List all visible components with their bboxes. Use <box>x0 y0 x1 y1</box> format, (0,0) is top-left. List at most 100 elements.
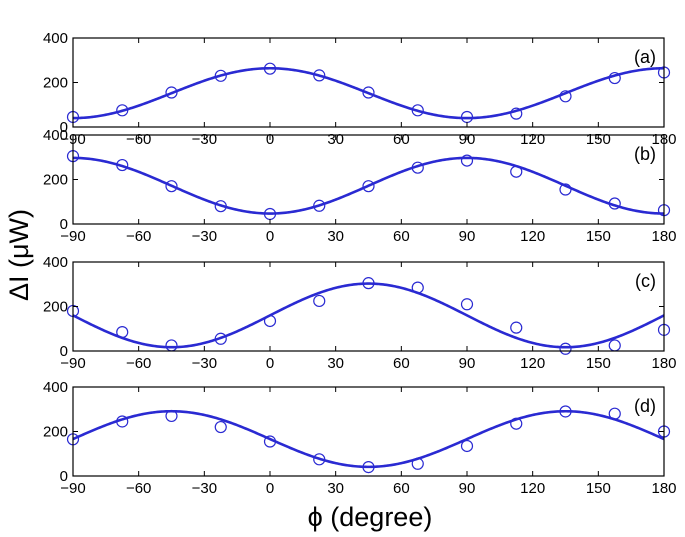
panels: −90 −60 −30 0 30 60 90 120 150 180 0 200 400 (a) −90 −6… <box>43 30 677 497</box>
plot-frame <box>72 261 665 352</box>
x-tick-label: 60 <box>393 228 410 245</box>
data-point <box>165 180 178 193</box>
y-tick-label: 0 <box>60 343 68 360</box>
x-tick-label: 30 <box>327 480 344 497</box>
data-point <box>559 405 572 418</box>
y-tick-label: 0 <box>60 216 68 233</box>
panel-label: (b) <box>634 144 656 164</box>
x-tick-label: 120 <box>520 228 545 245</box>
x-tick-label: 0 <box>266 355 274 372</box>
data-point <box>362 86 375 99</box>
x-tick-label: 180 <box>651 480 676 497</box>
data-point <box>411 161 424 174</box>
x-tick-label: 60 <box>393 480 410 497</box>
data-point <box>313 69 326 82</box>
data-point <box>559 183 572 196</box>
x-tick-label: −60 <box>126 355 151 372</box>
data-point <box>460 298 474 311</box>
series-group <box>73 409 664 469</box>
data-point <box>608 197 621 210</box>
data-point <box>313 453 326 466</box>
y-tick-label: 0 <box>60 468 68 485</box>
panel-label: (d) <box>634 396 656 416</box>
data-point <box>510 321 523 334</box>
x-tick-label: −60 <box>126 480 151 497</box>
x-tick-label: −90 <box>60 228 85 245</box>
fit-curve <box>73 282 664 349</box>
y-tick-label: 400 <box>43 254 68 271</box>
data-point <box>263 314 277 328</box>
x-tick-label: −60 <box>126 228 151 245</box>
y-tick-label: 200 <box>43 299 68 316</box>
x-tick-label: −30 <box>192 480 217 497</box>
y-tick-label: 0 <box>60 119 68 136</box>
x-tick-label: 120 <box>520 355 545 372</box>
data-point <box>460 154 474 167</box>
plot-frame <box>72 134 665 225</box>
data-point <box>608 71 621 85</box>
series-group <box>73 282 664 349</box>
x-tick-label: 90 <box>459 355 476 372</box>
data-point <box>214 420 227 434</box>
x-tick-label: 120 <box>520 480 545 497</box>
panel-b: −90 −60 −30 0 30 60 90 120 150 180 0 200 400 (b) <box>43 127 677 245</box>
y-tick-label: 200 <box>43 172 68 189</box>
x-tick-label: 180 <box>651 228 676 245</box>
data-point <box>165 339 178 352</box>
fit-curve <box>73 66 664 120</box>
panel-label: (c) <box>635 271 656 291</box>
y-tick-label: 400 <box>43 379 68 396</box>
panel-c: −90 −60 −30 0 30 60 90 120 150 180 0 200 400 (c) <box>43 254 677 372</box>
x-tick-label: 30 <box>327 355 344 372</box>
data-point <box>214 200 227 213</box>
x-tick-label: 90 <box>459 228 476 245</box>
data-point <box>510 165 523 178</box>
y-tick-label: 400 <box>43 30 68 47</box>
data-point <box>116 158 129 172</box>
data-point <box>608 339 621 352</box>
y-tick-label: 200 <box>43 75 68 92</box>
x-tick-label: 150 <box>586 480 611 497</box>
data-point <box>313 294 326 308</box>
series-group <box>73 156 664 215</box>
data-point <box>559 342 572 355</box>
data-point <box>214 332 227 345</box>
panel-d: −90 −60 −30 0 30 60 90 120 150 180 0 200 400 (d) <box>43 379 677 497</box>
x-axis-title: ϕ (degree) <box>308 502 433 532</box>
data-point <box>263 435 277 448</box>
data-point <box>313 199 326 212</box>
x-tick-label: 0 <box>266 480 274 497</box>
plot-frame <box>72 37 665 128</box>
panel-label: (a) <box>634 47 656 67</box>
data-point <box>608 407 621 420</box>
fit-curve <box>73 156 664 215</box>
data-point <box>165 409 178 423</box>
x-tick-label: 180 <box>651 355 676 372</box>
y-axis-title: ΔI (μW) <box>4 209 34 301</box>
data-point <box>116 325 129 339</box>
data-point <box>362 461 375 474</box>
x-tick-label: 90 <box>459 480 476 497</box>
x-tick-label: −30 <box>192 355 217 372</box>
data-point <box>460 439 474 453</box>
series-group <box>73 66 664 120</box>
data-point <box>559 90 572 103</box>
fit-curve <box>73 409 664 469</box>
x-tick-label: 150 <box>586 228 611 245</box>
plot-frame <box>72 386 665 477</box>
data-point <box>165 86 178 99</box>
data-point <box>362 277 375 290</box>
data-point <box>116 415 129 428</box>
x-tick-label: −90 <box>60 355 85 372</box>
data-point <box>411 457 424 470</box>
x-tick-label: 30 <box>327 228 344 245</box>
x-tick-label: 150 <box>586 355 611 372</box>
data-point <box>214 69 227 82</box>
y-tick-label: 200 <box>43 424 68 441</box>
data-point <box>362 180 375 193</box>
x-tick-label: −30 <box>192 228 217 245</box>
y-tick-label: 400 <box>43 127 68 144</box>
x-tick-label: 60 <box>393 355 410 372</box>
